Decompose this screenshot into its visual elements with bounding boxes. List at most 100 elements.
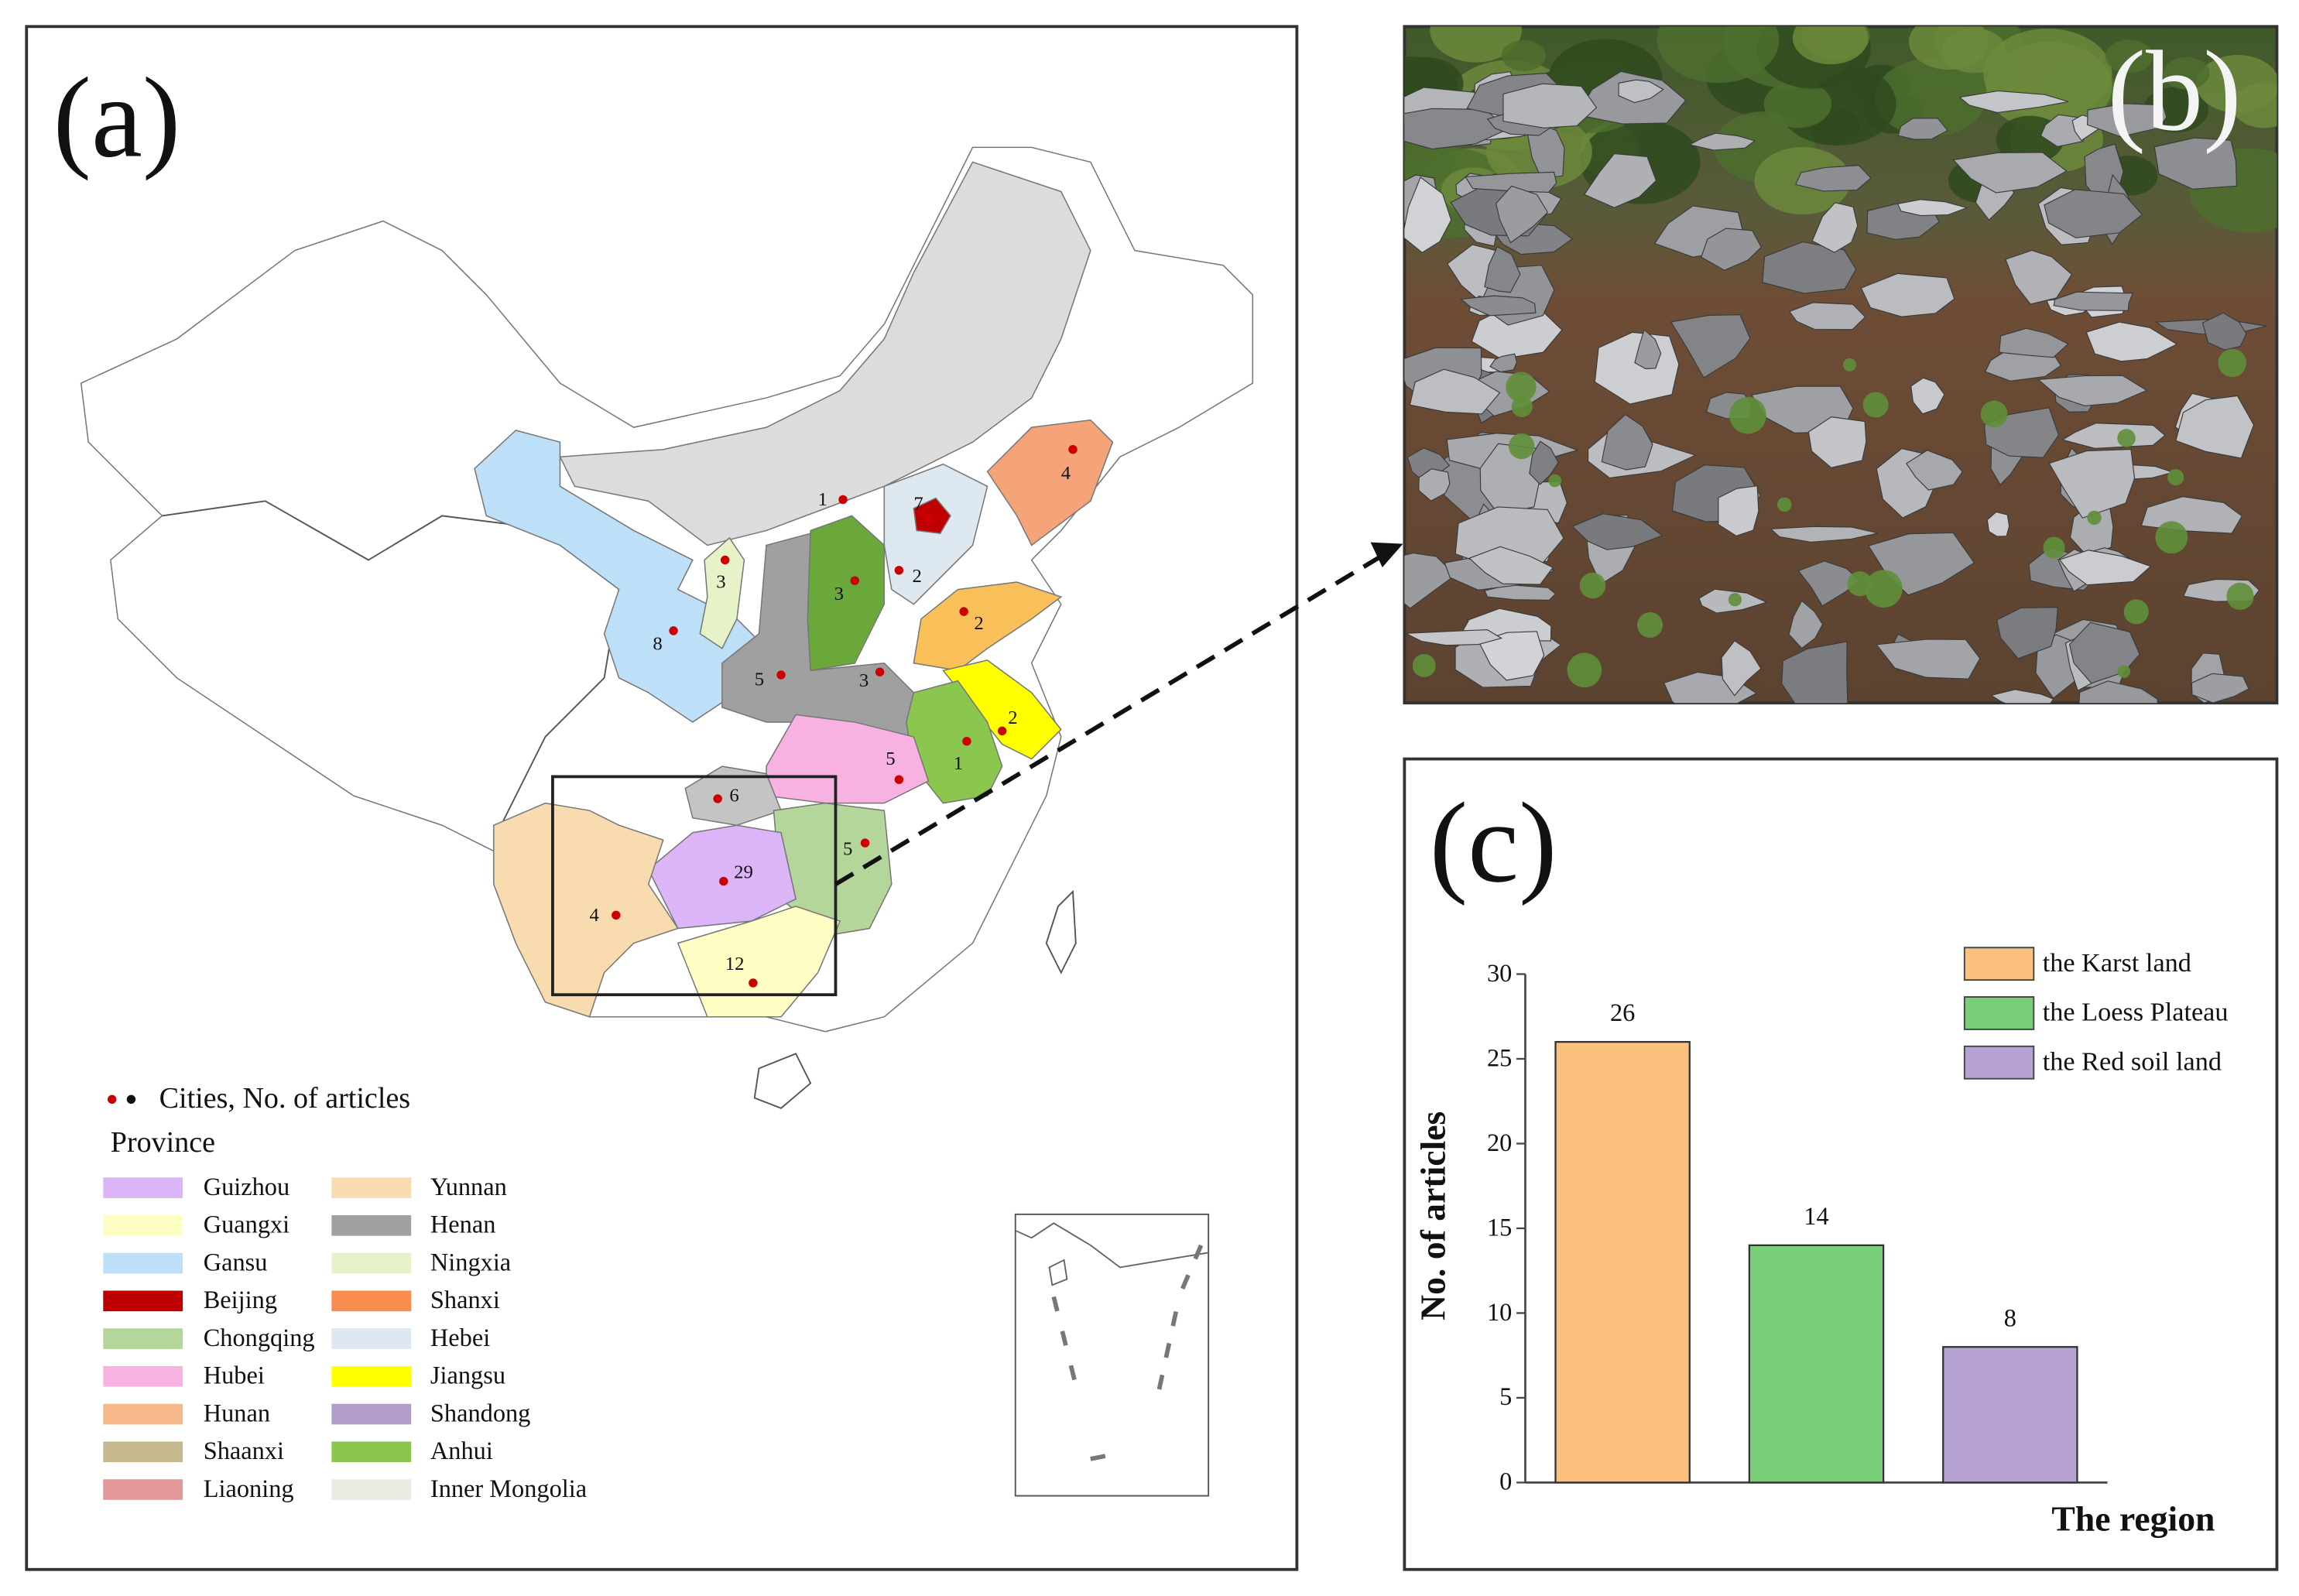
province: [559, 161, 1091, 546]
legend-swatch: [103, 1479, 183, 1500]
legend-swatch: [331, 1215, 412, 1236]
foliage: [1875, 58, 1986, 137]
arrow: [834, 553, 1384, 886]
rock: [2048, 448, 2136, 519]
value-label: 26: [1610, 998, 1635, 1026]
rock: [1404, 628, 1503, 646]
y-axis-label: No. of articles: [1413, 1111, 1453, 1320]
legend-label: Hubei: [204, 1361, 265, 1389]
city-count: 5: [886, 748, 895, 769]
cities: 1 7 2 4 3 8 3 2 5 3 2 1 5 6 5 29 4 12: [590, 444, 1078, 988]
rock: [1489, 353, 1518, 373]
plant: [1843, 358, 1856, 372]
y-tick-label: 30: [1487, 959, 1512, 987]
legend-label: Beijing: [204, 1286, 277, 1313]
rock: [1876, 639, 1981, 680]
rock: [1770, 526, 1879, 543]
plant: [1637, 611, 1663, 639]
rock: [1418, 468, 1451, 502]
plant: [2043, 536, 2065, 559]
inset-island: [1048, 1259, 1068, 1286]
city-count: 12: [725, 954, 745, 974]
map-legend: Cities, No. of articles Province Guizhou…: [103, 1082, 587, 1502]
legend-swatch: [103, 1441, 183, 1463]
city-dot: [959, 607, 968, 616]
map: [80, 146, 1403, 1109]
rock: [1952, 152, 2068, 194]
rock: [1484, 245, 1521, 293]
panel-label: (c): [1430, 779, 1557, 906]
rock: [1464, 171, 1557, 194]
city-dot: [669, 626, 678, 635]
rock: [1409, 368, 1501, 415]
legend-label: Guangxi: [204, 1211, 290, 1238]
legend-label: Jiangsu: [430, 1361, 505, 1389]
legend-label: the Red soil land: [2043, 1047, 2222, 1077]
bar: [1942, 1346, 2078, 1484]
city-count: 4: [590, 905, 599, 926]
rock: [1958, 90, 2069, 114]
legend-swatch: [331, 1479, 412, 1500]
rock: [1986, 511, 2010, 537]
plant: [2117, 429, 2136, 447]
rock: [2053, 291, 2134, 311]
legend-label: Guizhou: [204, 1173, 290, 1200]
city-count: 3: [834, 584, 844, 604]
city-count: 2: [974, 613, 983, 634]
city-dot: [749, 978, 758, 988]
legend-swatch: [103, 1290, 183, 1312]
x-axis-label: The region: [2051, 1498, 2215, 1538]
legend-swatch: [331, 1252, 412, 1274]
value-label: 8: [2004, 1303, 2016, 1331]
city-count: 3: [859, 670, 869, 691]
province: [647, 824, 797, 930]
rock: [1996, 607, 2058, 659]
rock: [1811, 202, 1859, 253]
legend-swatch: [103, 1177, 183, 1198]
plant: [2226, 582, 2254, 611]
city-dot: [894, 775, 904, 784]
plant: [1508, 433, 1535, 460]
legend-dot: [107, 1094, 117, 1105]
province: [677, 906, 841, 1018]
foliage: [1501, 39, 1546, 71]
rock: [1688, 132, 1756, 151]
legend-label: Inner Mongolia: [430, 1474, 587, 1502]
province: [493, 802, 679, 1018]
plant: [1548, 474, 1562, 488]
legend-label: Gansu: [204, 1248, 268, 1276]
rock: [2005, 249, 2073, 305]
plant: [1506, 372, 1537, 402]
city-count: 2: [912, 566, 921, 587]
panel-label: (b): [2108, 28, 2242, 155]
value-label: 14: [1804, 1202, 1828, 1230]
legend-swatch: [331, 1441, 412, 1463]
city-count: 4: [1061, 463, 1071, 484]
plant: [1865, 570, 1903, 608]
legend-cities: Cities, No. of articles: [159, 1082, 411, 1115]
city-count: 7: [913, 494, 923, 515]
legend-swatch: [103, 1365, 183, 1387]
foliage: [1792, 26, 1869, 65]
foliage: [1909, 26, 1989, 70]
rock: [1495, 185, 1549, 244]
city-dot: [612, 910, 621, 920]
island: [1045, 889, 1077, 974]
province: [766, 714, 930, 804]
city-dot: [1068, 444, 1078, 454]
city-dot: [838, 495, 848, 505]
rock: [1502, 83, 1598, 128]
legend-label: Shandong: [430, 1399, 530, 1426]
city-dot: [997, 726, 1007, 736]
legend-swatch: [1963, 947, 2035, 981]
rock: [1571, 513, 1663, 550]
rock: [1404, 176, 1452, 254]
rock: [2037, 375, 2148, 406]
city-dot: [923, 514, 934, 523]
legend-dot: [126, 1094, 136, 1105]
rock: [2061, 423, 2166, 449]
rock: [2191, 673, 2249, 704]
legend-swatch: [331, 1290, 412, 1312]
legend-label: Shaanxi: [204, 1437, 284, 1464]
